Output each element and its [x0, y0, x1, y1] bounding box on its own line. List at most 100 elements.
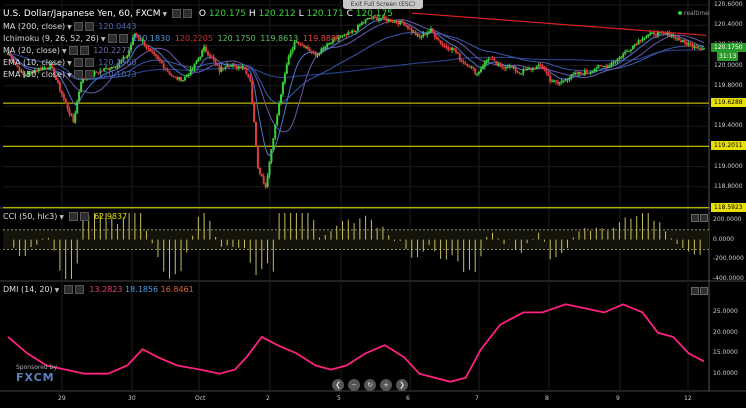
dmi-tick-label: 15.0000	[713, 349, 738, 357]
compare-icon[interactable]	[182, 9, 192, 18]
cci-legend[interactable]: CCI (50, hlc3) ▼ 62.9837	[3, 212, 127, 223]
time-tick-label: Oct	[195, 395, 206, 402]
candle-body	[443, 45, 446, 47]
pane-up-icon[interactable]	[691, 214, 699, 222]
candle-body	[364, 19, 367, 23]
candle-body	[280, 94, 282, 104]
candle-body	[514, 67, 517, 72]
candle-body	[195, 61, 198, 64]
legend-row[interactable]: MA (20, close) ▼ 120.2271	[3, 46, 131, 57]
close-icon[interactable]	[84, 22, 94, 31]
candle-body	[697, 47, 700, 49]
candle-body	[239, 66, 242, 68]
candle-body	[24, 75, 27, 77]
candle-body	[449, 49, 452, 51]
candle-body	[433, 32, 436, 37]
chevron-down-icon[interactable]: ▼	[100, 36, 106, 43]
candle-body	[474, 68, 477, 74]
close-icon[interactable]	[84, 58, 94, 67]
pane-close-icon[interactable]	[700, 214, 708, 222]
candle-body	[130, 44, 132, 50]
exit-fullscreen-button[interactable]: Exit Full Screen (ESC)	[343, 0, 423, 9]
symbol-title[interactable]: U.S. Dollar/Japanese Yen, 60, FXCM	[3, 9, 161, 19]
chevron-down-icon[interactable]: ▼	[59, 214, 64, 221]
settings-icon[interactable]	[68, 212, 78, 221]
dmi-tick-label: 10.0000	[713, 369, 738, 377]
candle-body	[381, 16, 384, 19]
candle-body	[168, 71, 171, 75]
candle-body	[39, 68, 42, 71]
candle-body	[391, 22, 394, 23]
chevron-down-icon[interactable]: ▼	[67, 24, 72, 31]
chevron-down-icon[interactable]: ▼	[67, 60, 72, 67]
close-icon[interactable]	[84, 70, 94, 79]
legend-row[interactable]: MA (200, close) ▼ 120.0443	[3, 22, 136, 33]
settings-icon[interactable]	[63, 285, 73, 294]
candle-body	[353, 30, 356, 32]
sponsor-logo[interactable]: Sponsored by FXCM	[16, 364, 57, 384]
legend-row[interactable]: EMA (50, close) ▼ 120.1073	[3, 70, 136, 81]
candle-body	[107, 68, 109, 70]
candle-body	[135, 33, 138, 36]
time-tick-label: 12	[684, 395, 692, 402]
candle-body	[53, 68, 56, 77]
close-icon[interactable]	[79, 46, 89, 55]
candle-body	[170, 74, 173, 76]
ohlc-key: H	[248, 9, 259, 19]
pane-close-icon[interactable]	[700, 287, 708, 295]
candle-body	[408, 28, 411, 30]
legend-row[interactable]: Ichimoku (9, 26, 52, 26) ▼ 120.1830 120.2…	[3, 34, 341, 45]
candle-body	[405, 25, 407, 27]
candle-body	[597, 65, 600, 69]
settings-icon[interactable]	[107, 34, 117, 43]
candle-body	[670, 35, 673, 37]
reset-icon[interactable]: ↻	[364, 379, 376, 391]
candle-body	[76, 101, 79, 113]
chevron-down-icon[interactable]: ▼	[162, 11, 168, 18]
legend-row[interactable]: EMA (10, close) ▼ 120.1960	[3, 58, 136, 69]
scroll-left-icon[interactable]: ❮	[332, 379, 344, 391]
level-price-badge: 119.6288	[711, 98, 746, 108]
legend-name: MA (20, close)	[3, 46, 61, 55]
pane-up-icon[interactable]	[691, 287, 699, 295]
candle-body	[80, 82, 83, 92]
candle-body	[620, 57, 623, 58]
candle-body	[199, 56, 202, 59]
candle-body	[685, 42, 688, 45]
settings-icon[interactable]	[73, 70, 83, 79]
chevron-down-icon[interactable]: ▼	[54, 287, 60, 294]
candle-body	[218, 65, 221, 72]
dmi-legend[interactable]: DMI (14, 20) ▼ 13.2823 18.1856 16.8461	[3, 285, 194, 296]
candle-body	[226, 65, 229, 68]
legend-value: 119.8613	[257, 34, 299, 43]
candle-body	[32, 71, 34, 74]
candle-body	[512, 67, 515, 69]
candle-body	[358, 25, 361, 26]
candle-body	[112, 67, 115, 69]
candle-body	[145, 45, 148, 48]
candle-body	[351, 30, 354, 33]
candle-body	[585, 70, 588, 73]
candle-body	[343, 34, 346, 36]
settings-icon[interactable]	[68, 46, 78, 55]
candle-body	[628, 50, 630, 52]
close-icon[interactable]	[79, 212, 89, 221]
settings-icon[interactable]	[171, 9, 181, 18]
cci-tick-label: 0.0000	[713, 235, 734, 243]
zoom-out-icon[interactable]: −	[348, 379, 360, 391]
candle-body	[110, 67, 113, 69]
candle-body	[78, 91, 81, 102]
chevron-down-icon[interactable]: ▼	[62, 48, 67, 55]
settings-icon[interactable]	[73, 22, 83, 31]
candle-body	[447, 47, 450, 50]
close-icon[interactable]	[118, 34, 128, 43]
settings-icon[interactable]	[73, 58, 83, 67]
scroll-right-icon[interactable]: ❯	[396, 379, 408, 391]
zoom-in-icon[interactable]: +	[380, 379, 392, 391]
close-icon[interactable]	[74, 285, 84, 294]
chevron-down-icon[interactable]: ▼	[67, 72, 72, 79]
candle-body	[664, 33, 667, 35]
candle-body	[310, 50, 313, 52]
candle-body	[678, 37, 680, 41]
